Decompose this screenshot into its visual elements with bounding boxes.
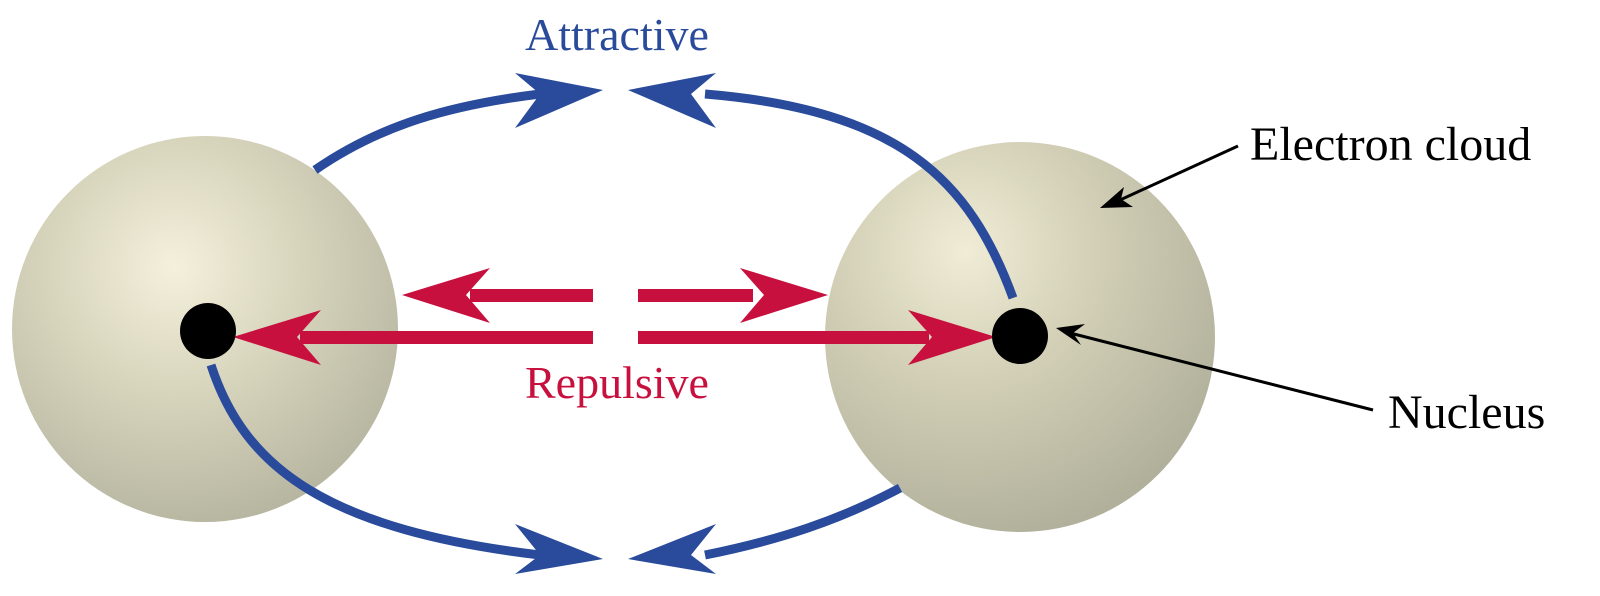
repulsive-shaft-upper-right — [638, 289, 753, 302]
repulsive-shaft-lower-left — [300, 331, 593, 344]
arrowhead-icon — [908, 310, 996, 365]
attractive-arrowheads — [515, 73, 716, 574]
arrowhead-icon — [1100, 187, 1133, 208]
attractive-curve-top-left — [312, 89, 541, 174]
electron-cloud-label: Electron cloud — [1250, 118, 1531, 171]
pointer-lines — [1069, 144, 1374, 412]
arrowhead-icon — [628, 73, 716, 128]
right-nucleus — [992, 308, 1048, 364]
attractive-label: Attractive — [525, 9, 709, 60]
nucleus-pointer — [1069, 331, 1374, 412]
arrowhead-icon — [740, 268, 828, 323]
arrowhead-icon — [515, 524, 603, 574]
repulsive-arrows — [233, 268, 996, 365]
left-nucleus — [180, 303, 236, 359]
repulsive-shaft-lower-right — [638, 331, 929, 344]
arrowhead-icon — [515, 73, 603, 128]
arrowhead-icon — [402, 268, 490, 323]
repulsive-label: Repulsive — [525, 357, 709, 408]
arrowhead-icon — [233, 310, 321, 365]
nucleus-label: Nucleus — [1388, 386, 1545, 439]
attractive-arrows — [206, 89, 1018, 560]
arrowhead-icon — [628, 524, 716, 574]
attractive-curve-bottom-left — [206, 363, 541, 560]
attractive-curve-top-right — [704, 89, 1018, 300]
repulsive-shaft-upper-left — [470, 289, 593, 302]
electron-cloud-pointer — [1119, 144, 1239, 202]
attractive-curve-bottom-right — [704, 484, 903, 560]
pointer-arrowheads — [1056, 187, 1133, 345]
arrowhead-icon — [1056, 324, 1085, 345]
